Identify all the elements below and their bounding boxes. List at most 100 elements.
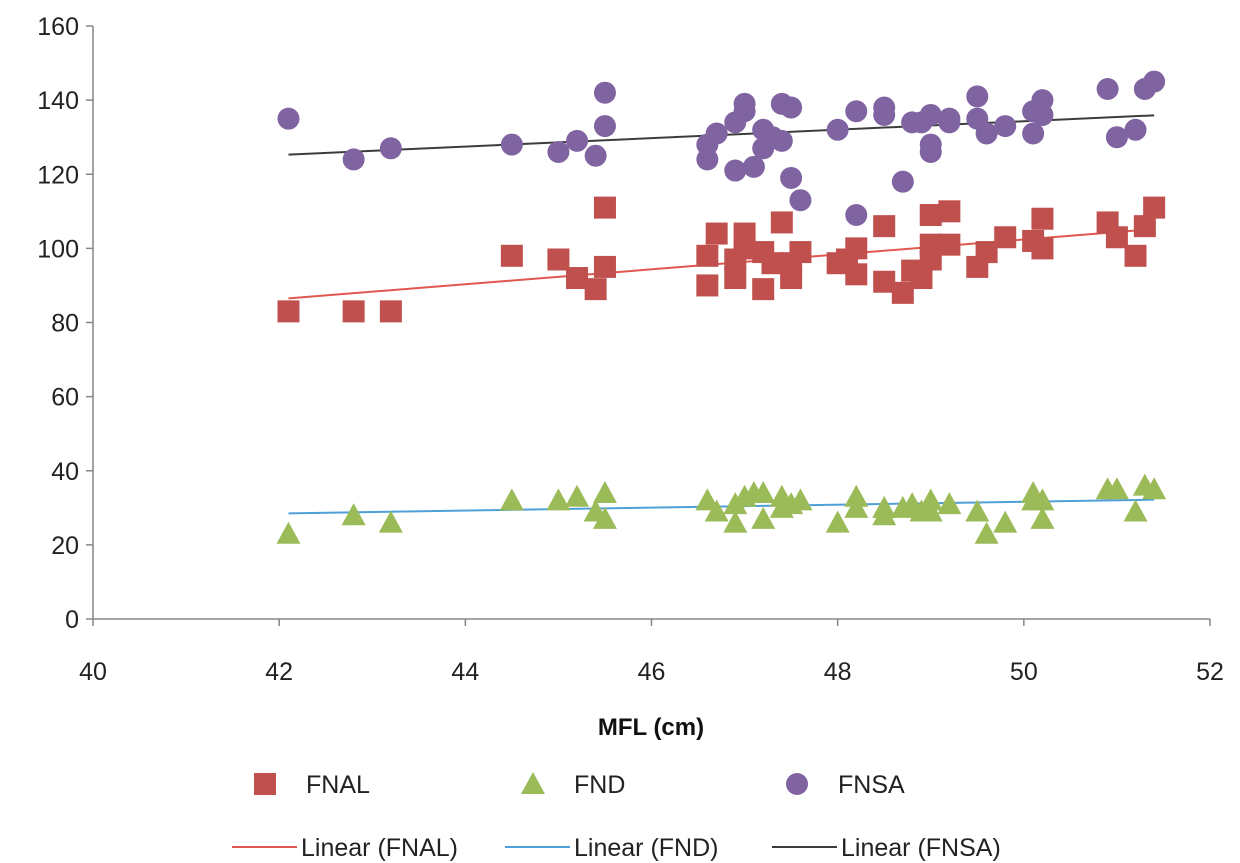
fnd-point [276,521,301,544]
fnal-point [770,211,793,234]
fnd-point [751,480,776,503]
fnd-point [825,510,850,533]
fnal-point [1143,196,1166,219]
fnal-point [696,274,719,297]
fnal-point [873,215,896,238]
legend-fnd-marker [521,772,545,794]
axes: 0 20 40 60 80 100 120 140 160 40 42 44 46 48 50 52 [37,13,1224,686]
fnd-point [704,499,729,522]
y-tick-label: 120 [37,161,79,189]
fnsa-point [593,115,616,138]
fnal-point [891,281,914,304]
fnsa-point [342,148,365,171]
fnal-point [789,241,812,264]
legend-fnd-label: FND [574,771,625,799]
fnsa-point [919,103,942,126]
fnsa-point [845,204,868,227]
x-tick-label: 46 [638,658,666,686]
fnal-point [1133,215,1156,238]
fnal-point [761,252,784,275]
fnal-point [705,222,728,245]
fnsa-point [938,107,961,130]
fnsa-point [919,133,942,156]
fnal-point [584,278,607,301]
y-tick-label: 160 [37,13,79,41]
trendlines [288,114,1155,515]
fnsa-point [975,122,998,145]
fnal-point [1105,226,1128,249]
fnal-point [752,278,775,301]
fnsa-point [500,133,523,156]
fnsa-point [277,107,300,130]
fnsa-point [724,159,747,182]
y-tick-label: 100 [37,235,79,263]
fnd-point [788,488,813,511]
x-axis-title: MFL (cm) [598,714,704,741]
fnd-point [751,506,776,529]
fnd-point [937,492,962,515]
fnsa-point [891,170,914,193]
fnsa-point [705,122,728,145]
x-tick-label: 48 [824,658,852,686]
fnsa-point [780,96,803,119]
fnal-point [845,263,868,286]
fnal-point [566,267,589,290]
fnd-point [844,495,869,518]
fnal-point [342,300,365,323]
legend-fnsa-marker [786,773,808,795]
legend: FNAL FND FNSA Linear (FNAL) Linear (FND) Line… [232,771,1001,862]
y-tick-label: 60 [51,384,79,412]
y-tick-label: 20 [51,532,79,560]
fnal-point [938,233,961,256]
fnal-point [975,241,998,264]
fnal-point [696,244,719,267]
fnd-point [872,495,897,518]
fnd-point [341,503,366,526]
fnal-point [1124,244,1147,267]
fnd-point [844,484,869,507]
data-points [276,70,1167,544]
fnd-point [1123,499,1148,522]
fnd-point [918,499,943,522]
fnd-point [965,499,990,522]
fnal-point [1031,207,1054,230]
fnsa-point [994,115,1017,138]
fnal-point [733,222,756,245]
fnsa-point [593,81,616,104]
x-tick-label: 44 [451,658,479,686]
fnd-point [918,488,943,511]
fnd-point [723,510,748,533]
fnal-point [938,200,961,223]
y-tick-label: 140 [37,87,79,115]
fnsa-point [1022,122,1045,145]
fnsa-point [845,100,868,123]
fnal-point [500,244,523,267]
fnal-point [994,226,1017,249]
fnd-point [1142,477,1167,500]
fnal-point [919,233,942,256]
fnsa-point [547,141,570,164]
fnsa-point [780,166,803,189]
fnal-point [593,255,616,278]
fnsa-point [826,118,849,141]
fnd-trendline [288,498,1155,515]
fnal-point [1031,237,1054,260]
legend-fnal-label: FNAL [306,771,370,799]
fnsa-point [1031,89,1054,112]
fnal-point [919,204,942,227]
fnal-point [379,300,402,323]
fnsa-point [742,155,765,178]
fnal-point [910,267,933,290]
fnsa-point [379,137,402,160]
legend-fnal-trend-label: Linear (FNAL) [301,834,458,862]
fnsa-point [1096,78,1119,101]
fnd-point [565,484,590,507]
fnd-point [695,488,720,511]
fnd-point [592,506,617,529]
fnsa-point [733,92,756,115]
fnal-point [277,300,300,323]
fnd-point [1104,477,1129,500]
fnal-point [724,267,747,290]
